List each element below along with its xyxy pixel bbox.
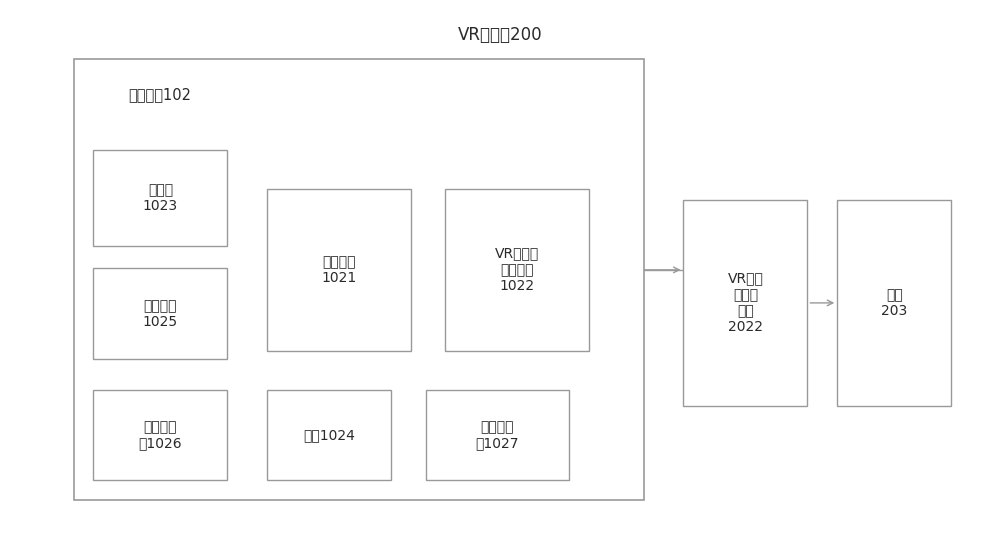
Bar [683,200,807,406]
Text: 通话模块
1025: 通话模块 1025 [143,299,178,329]
Text: VR一体机
预留接口
1022: VR一体机 预留接口 1022 [495,247,539,293]
Bar [267,390,391,481]
Text: VR一体机200: VR一体机200 [458,26,542,44]
Text: 手机麦克
风1027: 手机麦克 风1027 [476,420,519,450]
Text: 手机扬声
器1026: 手机扬声 器1026 [139,420,182,450]
Text: 电池1024: 电池1024 [303,428,355,442]
Text: 平台芯片
1021: 平台芯片 1021 [321,255,356,285]
Text: 显示屏
1023: 显示屏 1023 [143,183,178,214]
Bar [93,150,227,247]
Bar [93,390,227,481]
Bar [267,188,411,351]
Bar [445,188,589,351]
Bar [74,59,644,500]
Bar [426,390,569,481]
Text: 主体模块102: 主体模块102 [128,87,191,102]
Text: 透镜
203: 透镜 203 [881,288,907,318]
Bar [93,268,227,359]
Bar [837,200,951,406]
Text: VR一体
机功能
模组
2022: VR一体 机功能 模组 2022 [728,272,763,334]
